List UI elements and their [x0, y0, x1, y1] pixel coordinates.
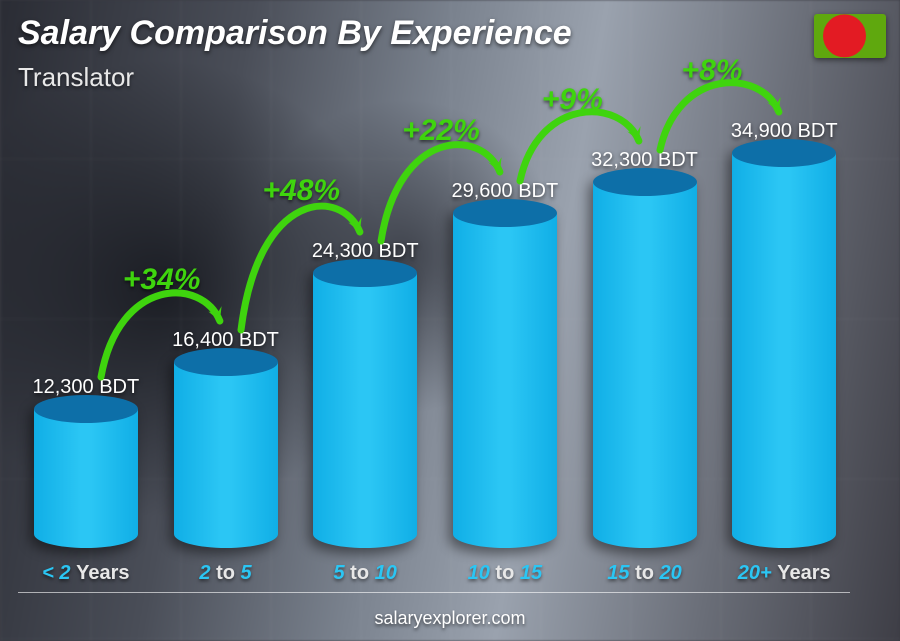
bar-top-ellipse: [174, 348, 278, 376]
growth-label: +9%: [542, 83, 603, 117]
bar-body: [732, 153, 836, 548]
bar-x-label: 20+ Years: [738, 562, 831, 585]
bar: [313, 273, 417, 548]
bar-group: 29,600 BDT10 to 15: [439, 180, 571, 585]
bar-group: 24,300 BDT5 to 10: [299, 240, 431, 585]
country-flag-bangladesh: [814, 14, 886, 58]
flag-disc: [823, 14, 866, 57]
bar-x-label: 5 to 10: [333, 562, 396, 585]
growth-label: +8%: [682, 54, 743, 88]
bar-body: [593, 182, 697, 548]
footer-attribution: salaryexplorer.com: [0, 608, 900, 629]
bar: [732, 153, 836, 548]
bar-x-label: 2 to 5: [199, 562, 251, 585]
bar-chart: 12,300 BDT< 2 Years16,400 BDT2 to 524,30…: [20, 75, 850, 585]
bar-top-ellipse: [453, 199, 557, 227]
infographic-container: Salary Comparison By Experience Translat…: [0, 0, 900, 641]
bar: [174, 362, 278, 548]
bar-top-ellipse: [593, 168, 697, 196]
bar: [34, 409, 138, 548]
bar-top-ellipse: [313, 259, 417, 287]
bar-x-label: 15 to 20: [607, 562, 682, 585]
bar-group: 16,400 BDT2 to 5: [160, 329, 292, 585]
bar-group: 34,900 BDT20+ Years: [718, 120, 850, 585]
bar-body: [34, 409, 138, 548]
growth-label: +22%: [402, 114, 480, 148]
growth-label: +48%: [263, 174, 341, 208]
bar-body: [453, 213, 557, 548]
bar-top-ellipse: [34, 395, 138, 423]
page-title: Salary Comparison By Experience: [18, 14, 572, 53]
bar-group: 32,300 BDT15 to 20: [579, 149, 711, 585]
footer-divider: [18, 592, 850, 593]
bar-body: [313, 273, 417, 548]
bar-top-ellipse: [732, 139, 836, 167]
bar-group: 12,300 BDT< 2 Years: [20, 376, 152, 585]
bar: [453, 213, 557, 548]
bar-x-label: 10 to 15: [468, 562, 543, 585]
bar-body: [174, 362, 278, 548]
bar: [593, 182, 697, 548]
bar-x-label: < 2 Years: [42, 562, 129, 585]
growth-label: +34%: [123, 263, 201, 297]
